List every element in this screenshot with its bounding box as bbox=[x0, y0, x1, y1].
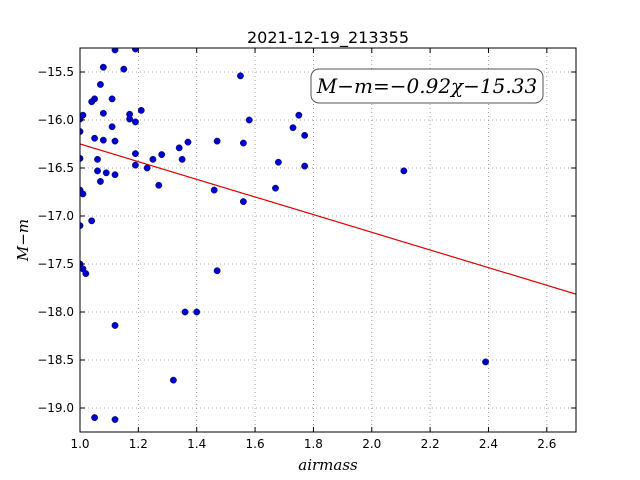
y-axis-label: M−m bbox=[14, 219, 32, 262]
fit-equation-box: M−m=−0.92χ−15.33 bbox=[310, 68, 544, 104]
x-tick-label: 1.0 bbox=[70, 437, 89, 451]
data-point bbox=[239, 139, 247, 147]
chart-title: 2021-12-19_213355 bbox=[247, 28, 409, 48]
x-tick-label: 2.4 bbox=[479, 437, 498, 451]
data-point bbox=[274, 158, 282, 166]
data-point bbox=[97, 178, 104, 185]
data-point bbox=[193, 308, 201, 316]
data-point bbox=[88, 217, 96, 225]
y-tick-label: −17.5 bbox=[37, 257, 74, 271]
data-point bbox=[99, 136, 107, 144]
data-point bbox=[301, 131, 309, 139]
data-point bbox=[80, 190, 87, 198]
data-point bbox=[111, 48, 119, 54]
data-point bbox=[111, 137, 119, 145]
x-tick-label: 1.6 bbox=[246, 437, 265, 451]
data-point bbox=[295, 111, 303, 119]
axis-ticks: 1.0 1.2 1.4 1.6 1.8 2.0 2.2 2.4 2.6 −15.5 −16.0 −16… bbox=[37, 48, 576, 451]
x-axis-label: airmass bbox=[298, 456, 358, 474]
x-tick-label: 2.6 bbox=[537, 437, 556, 451]
y-tick-label: −18.5 bbox=[37, 353, 74, 367]
data-point bbox=[289, 124, 297, 132]
data-point bbox=[94, 167, 101, 175]
data-point bbox=[143, 164, 151, 172]
x-tick-label: 1.4 bbox=[187, 437, 206, 451]
x-tick-label: 2.2 bbox=[421, 437, 440, 451]
data-point bbox=[99, 63, 107, 71]
data-point bbox=[149, 155, 157, 163]
data-point bbox=[178, 155, 186, 163]
data-point bbox=[108, 95, 116, 103]
x-tick-label: 1.2 bbox=[129, 437, 148, 451]
data-point bbox=[82, 270, 90, 277]
data-point bbox=[155, 181, 163, 189]
fit-equation: M−m=−0.92χ−15.33 bbox=[316, 74, 537, 98]
plot-frame bbox=[79, 47, 577, 433]
data-point bbox=[213, 267, 221, 275]
data-point bbox=[184, 138, 192, 146]
data-point bbox=[482, 358, 489, 366]
data-point bbox=[158, 151, 166, 158]
data-point bbox=[108, 123, 116, 131]
y-tick-label: −19.0 bbox=[37, 401, 74, 415]
data-point bbox=[132, 48, 139, 53]
data-point bbox=[91, 414, 98, 421]
data-point bbox=[237, 72, 244, 80]
data-point bbox=[239, 198, 247, 206]
data-point bbox=[97, 81, 104, 88]
fit-line bbox=[80, 143, 576, 295]
x-tick-label: 1.8 bbox=[304, 437, 323, 451]
data-point bbox=[132, 118, 139, 126]
fit-line-layer bbox=[80, 143, 576, 295]
y-tick-label: −18.0 bbox=[37, 305, 74, 319]
data-point bbox=[111, 322, 119, 329]
data-point bbox=[272, 184, 279, 192]
data-point bbox=[400, 167, 408, 175]
data-point bbox=[210, 186, 218, 194]
data-point bbox=[245, 116, 253, 124]
y-tick-label: −15.5 bbox=[37, 65, 74, 79]
data-point bbox=[213, 137, 221, 145]
data-point bbox=[175, 144, 183, 152]
data-point bbox=[126, 115, 134, 123]
data-point bbox=[91, 95, 98, 103]
data-point bbox=[111, 416, 119, 423]
data-point bbox=[120, 65, 128, 73]
y-tick-label: −17.0 bbox=[37, 209, 74, 223]
data-point bbox=[132, 150, 139, 158]
data-point bbox=[99, 109, 107, 117]
data-point bbox=[111, 171, 119, 179]
data-point bbox=[91, 134, 98, 142]
y-tick-label: −16.0 bbox=[37, 113, 74, 127]
data-point bbox=[181, 308, 189, 316]
data-point bbox=[301, 162, 309, 170]
data-point bbox=[94, 155, 101, 163]
data-point bbox=[132, 161, 139, 169]
data-point bbox=[137, 107, 145, 114]
data-point bbox=[169, 376, 177, 384]
y-tick-label: −16.5 bbox=[37, 161, 74, 175]
data-point bbox=[102, 169, 110, 177]
x-tick-label: 2.0 bbox=[362, 437, 381, 451]
plot-area bbox=[80, 48, 576, 432]
